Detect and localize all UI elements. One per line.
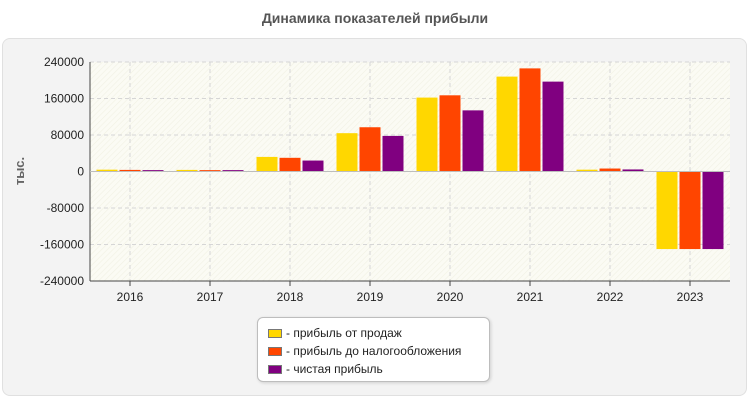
bar	[176, 169, 198, 172]
bar	[656, 171, 678, 250]
y-tick-label: 240000	[44, 55, 84, 69]
y-tick-label: -160000	[40, 238, 84, 252]
y-tick-label: -240000	[40, 274, 84, 288]
x-tick-label: 2016	[117, 290, 144, 304]
bar	[279, 157, 301, 172]
legend-swatch	[268, 328, 282, 338]
legend-swatch	[268, 346, 282, 356]
x-tick-label: 2018	[277, 290, 304, 304]
legend-swatch	[268, 364, 282, 374]
y-tick-label: -80000	[47, 201, 85, 215]
legend-label: - прибыль до налогообложения	[286, 344, 462, 358]
bar	[542, 81, 564, 172]
bar	[256, 156, 278, 172]
legend-label: - чистая прибыль	[286, 362, 383, 376]
bar	[702, 171, 724, 250]
x-tick-label: 2022	[597, 290, 624, 304]
bar	[439, 95, 461, 172]
bar	[519, 68, 541, 172]
legend-item: - чистая прибыль	[268, 360, 489, 378]
y-axis-label: тыс.	[12, 157, 27, 185]
bar	[416, 97, 438, 172]
x-tick-label: 2017	[197, 290, 224, 304]
bar	[199, 170, 221, 172]
bar	[679, 171, 701, 250]
legend: - прибыль от продаж - прибыль до налогоо…	[257, 317, 490, 382]
chart-title: Динамика показателей прибыли	[261, 10, 489, 26]
bar	[359, 127, 381, 172]
bar	[382, 135, 404, 172]
x-tick-label: 2021	[517, 290, 544, 304]
y-tick-label: 160000	[44, 92, 84, 106]
bar	[302, 160, 324, 172]
x-tick-label: 2023	[677, 290, 704, 304]
y-tick-label: 80000	[51, 128, 85, 142]
x-tick-label: 2019	[357, 290, 384, 304]
legend-item: - прибыль до налогообложения	[268, 342, 489, 360]
bar	[119, 169, 141, 172]
bar	[336, 133, 358, 172]
x-tick-label: 2020	[437, 290, 464, 304]
bar	[599, 168, 621, 172]
bar	[222, 170, 244, 172]
axes: 240000 160000 80000 0 -80000 -160000 -240000 20…	[40, 55, 730, 304]
bar	[96, 169, 118, 172]
bar	[622, 169, 644, 172]
bar	[142, 170, 164, 172]
legend-label: - прибыль от продаж	[286, 326, 402, 340]
bar	[576, 169, 598, 172]
y-tick-label: 0	[77, 165, 84, 179]
bars	[96, 68, 724, 250]
bar	[496, 76, 518, 172]
bar	[462, 110, 484, 172]
legend-item: - прибыль от продаж	[268, 324, 489, 342]
